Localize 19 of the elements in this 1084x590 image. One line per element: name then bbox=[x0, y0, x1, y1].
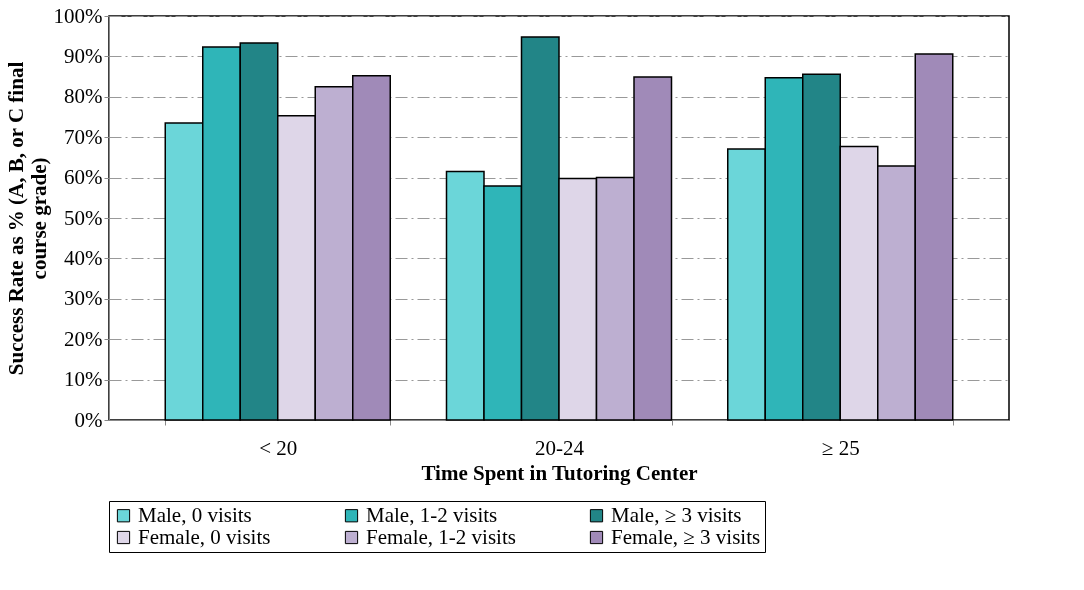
legend-label: Male, 1-2 visits bbox=[366, 502, 498, 527]
y-tick-label: 70% bbox=[64, 124, 103, 149]
y-tick-label: 30% bbox=[64, 286, 103, 311]
y-tick-label: 100% bbox=[53, 3, 103, 28]
y-tick-label: 90% bbox=[64, 43, 103, 68]
y-tick-label: 50% bbox=[64, 205, 103, 230]
y-axis-title: Success Rate as % (A, B, or C final course grade) bbox=[3, 61, 51, 376]
legend-label: Male, ≥ 3 visits bbox=[611, 502, 742, 527]
x-tick-label: ≥ 25 bbox=[821, 435, 860, 460]
x-axis-title: Time Spent in Tutoring Center bbox=[421, 460, 698, 485]
y-tick-label: 80% bbox=[64, 84, 103, 109]
x-tick-label: < 20 bbox=[259, 435, 298, 460]
y-tick-label: 40% bbox=[64, 245, 103, 270]
y-tick-label: 10% bbox=[64, 367, 103, 392]
y-tick-label: 60% bbox=[64, 165, 103, 190]
y-tick-label: 0% bbox=[74, 407, 103, 432]
legend-label: Male, 0 visits bbox=[138, 502, 252, 527]
x-tick-label: 20-24 bbox=[535, 435, 585, 460]
y-tick-label: 20% bbox=[64, 326, 103, 351]
